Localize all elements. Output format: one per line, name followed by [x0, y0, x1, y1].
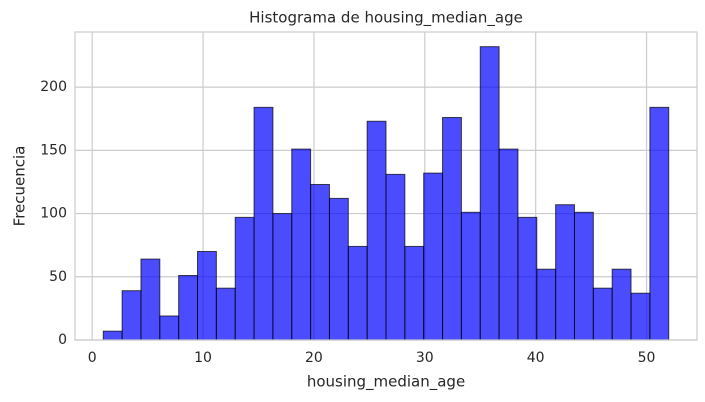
y-tick-label: 150 — [40, 142, 67, 158]
bar — [573, 211, 594, 341]
bar — [310, 183, 330, 341]
y-tick-label: 100 — [40, 206, 67, 222]
x-axis-label: housing_median_age — [307, 373, 465, 392]
bar — [460, 211, 481, 341]
y-tick-label: 200 — [40, 79, 67, 95]
bar — [404, 245, 425, 341]
bar — [197, 250, 217, 341]
bar — [442, 116, 462, 341]
x-tick-label: 20 — [305, 350, 323, 366]
bar — [592, 287, 613, 341]
bar — [140, 258, 161, 341]
bar — [423, 172, 444, 341]
x-tick-label: 0 — [88, 350, 97, 366]
bar — [291, 148, 312, 341]
x-tick-label: 50 — [638, 350, 656, 366]
bar — [234, 216, 255, 341]
bar — [272, 213, 293, 341]
bar — [178, 275, 199, 341]
bar — [328, 197, 349, 341]
bar — [649, 106, 670, 341]
bar — [536, 268, 557, 341]
plot-frame — [74, 31, 698, 341]
chart-title: Histograma de housing_median_age — [249, 9, 523, 28]
y-tick-label: 50 — [49, 269, 67, 285]
x-tick-label: 30 — [416, 350, 434, 366]
bar — [121, 290, 142, 341]
bar — [102, 330, 123, 341]
bar — [611, 268, 632, 341]
y-axis-label: Frecuencia — [11, 146, 29, 227]
bar — [630, 292, 651, 341]
x-tick-label: 40 — [527, 350, 545, 366]
y-tick-label: 0 — [58, 332, 67, 348]
bar — [517, 216, 538, 341]
bar — [366, 120, 387, 341]
bar — [347, 245, 368, 341]
bar — [215, 287, 236, 341]
bar — [479, 46, 500, 341]
bar — [555, 204, 575, 341]
bar — [253, 106, 274, 341]
bar — [385, 173, 406, 341]
bar — [498, 148, 519, 341]
x-tick-label: 10 — [194, 350, 212, 366]
bar — [159, 315, 180, 341]
